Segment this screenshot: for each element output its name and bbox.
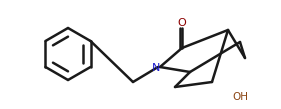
Text: N: N [152,63,160,73]
Text: O: O [178,18,186,28]
Text: OH: OH [232,92,248,102]
